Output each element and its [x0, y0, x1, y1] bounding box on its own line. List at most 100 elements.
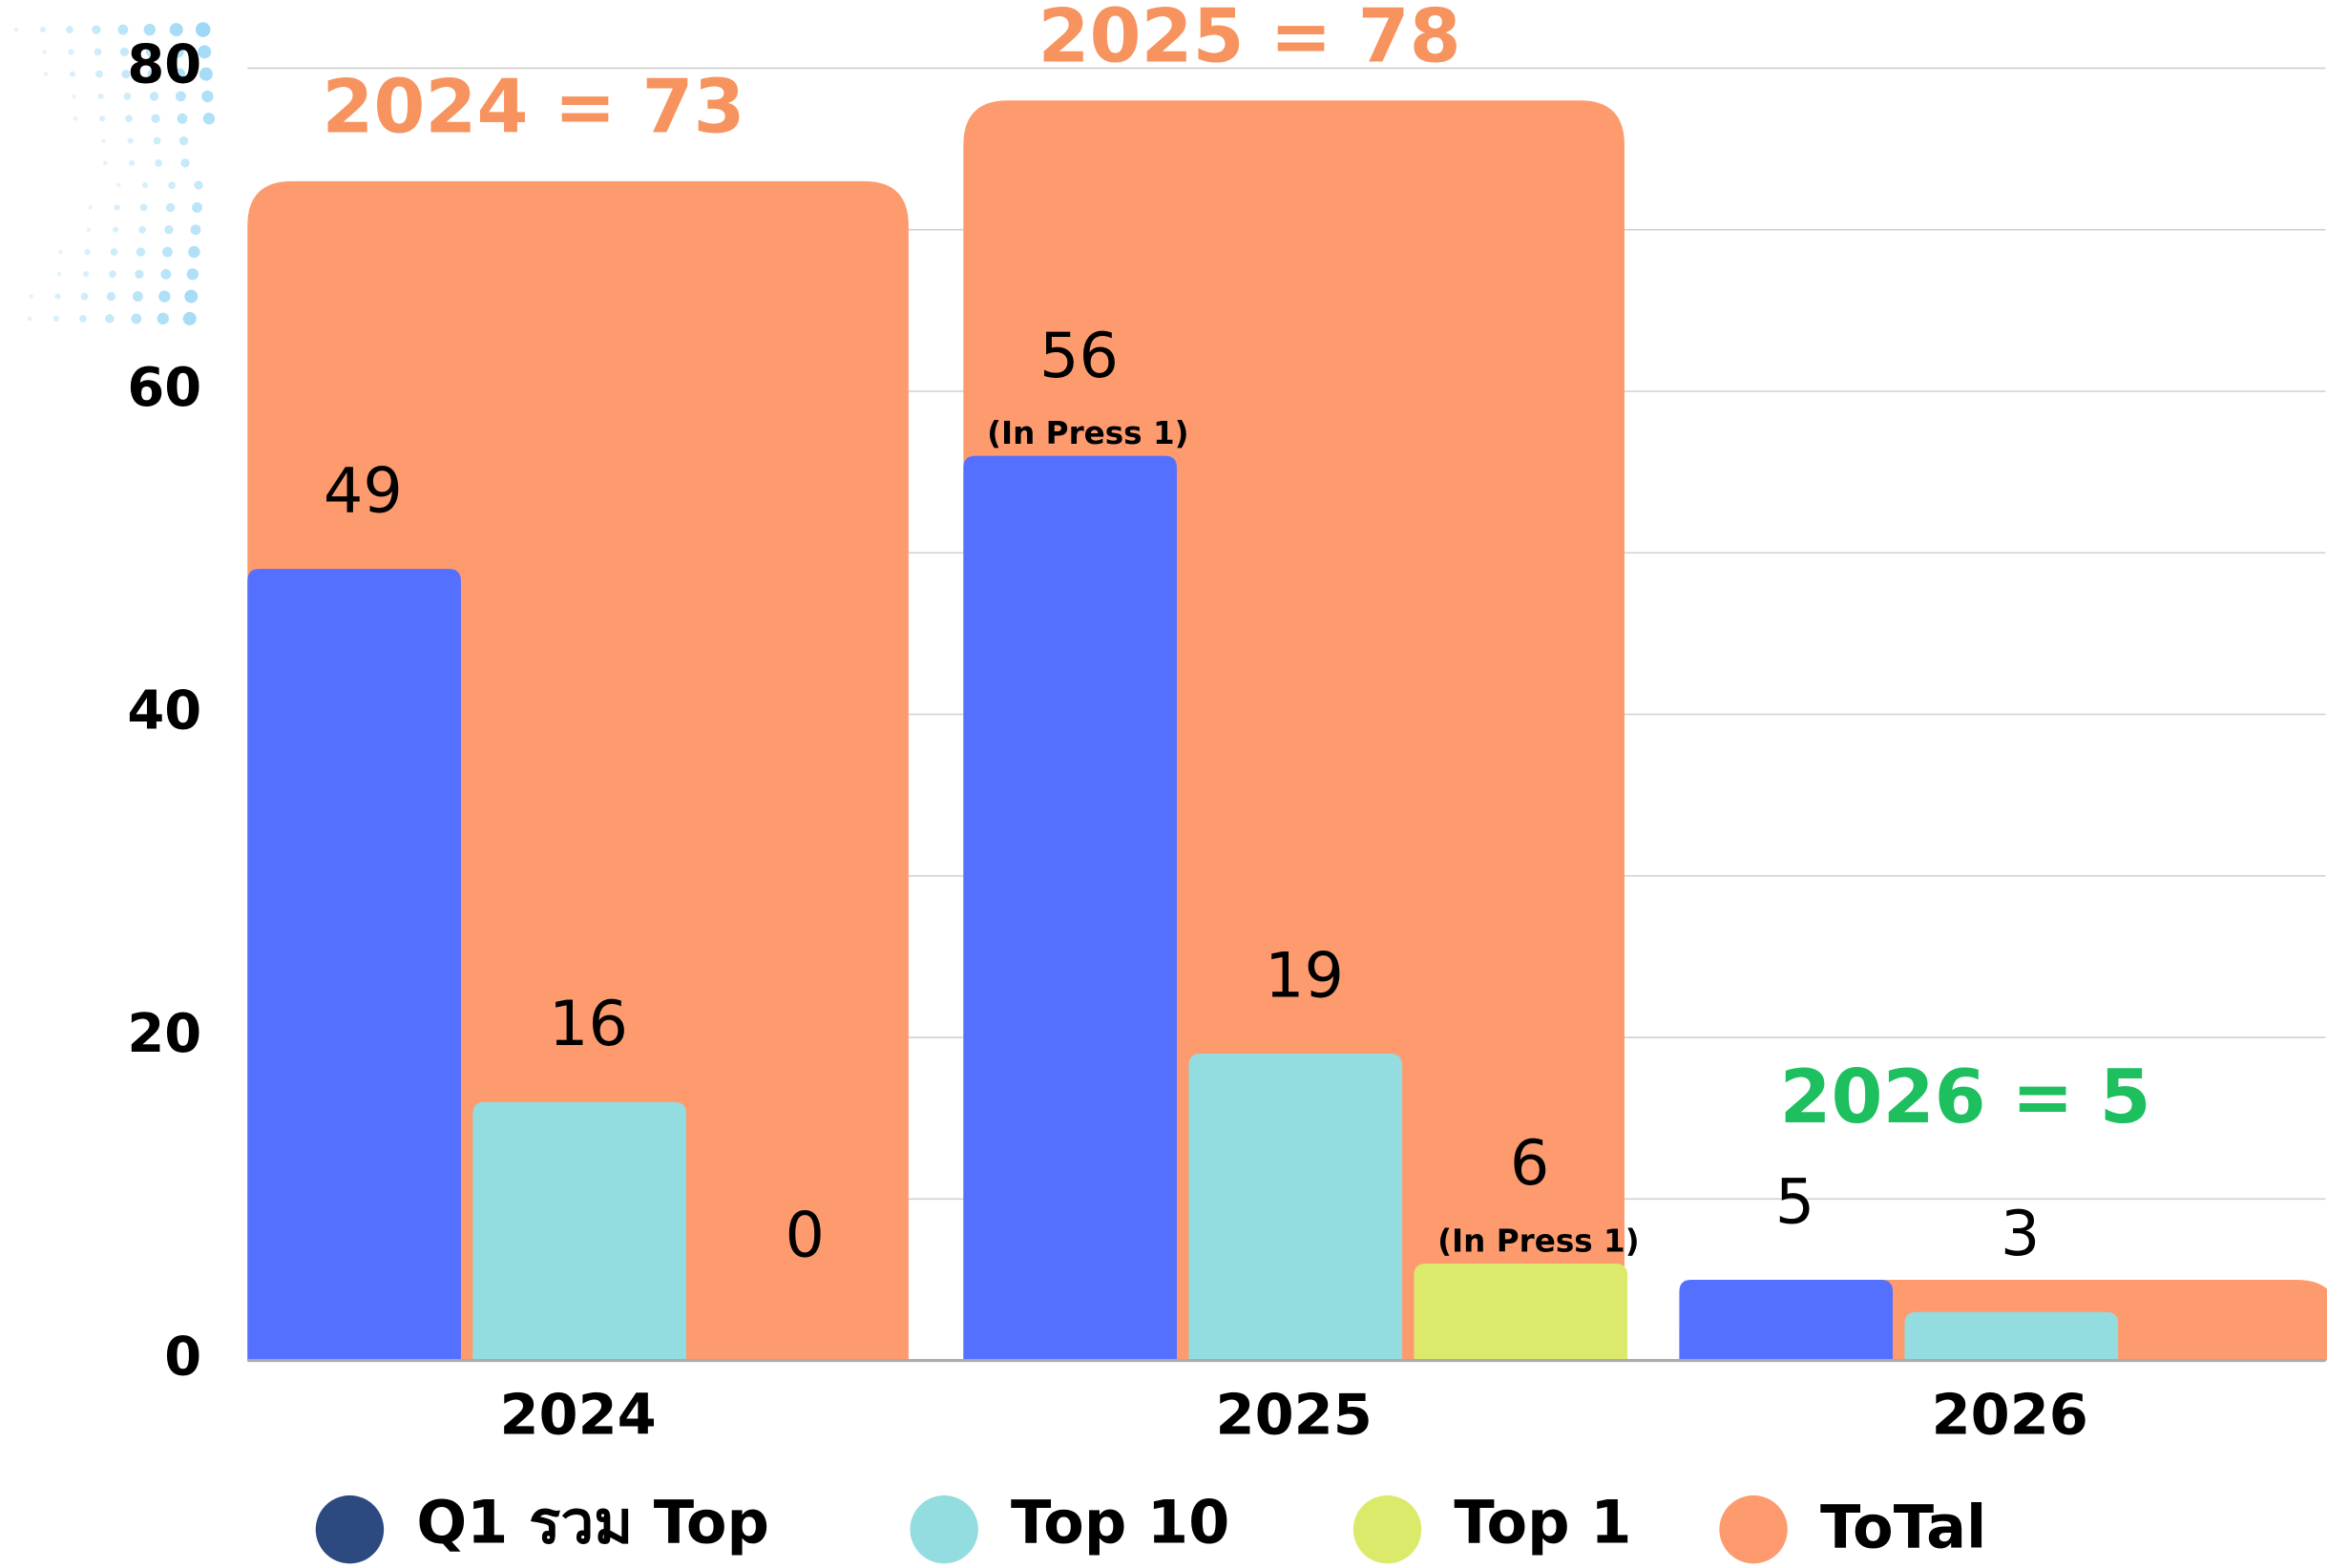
deco-dot [111, 248, 118, 256]
deco-dot [162, 247, 173, 258]
deco-dot [201, 91, 213, 102]
value-label: 0 [785, 1199, 825, 1271]
deco-dot [88, 205, 93, 210]
deco-dot [14, 28, 19, 32]
deco-dot [57, 272, 62, 277]
deco-dot [79, 315, 87, 323]
deco-dot [203, 113, 215, 124]
x-tick-label: 2024 [499, 1381, 656, 1447]
deco-dot [70, 72, 75, 77]
deco-dot [194, 180, 202, 189]
deco-dot [135, 270, 143, 279]
deco-dot [191, 224, 201, 235]
deco-dot [99, 115, 105, 121]
deco-dot [68, 49, 73, 54]
total-label: 2025 = 78 [1038, 0, 1460, 80]
deco-dot [92, 25, 100, 33]
deco-dot [133, 291, 143, 302]
legend-marker [1719, 1495, 1787, 1563]
deco-dot [97, 94, 103, 99]
y-tick-label: 60 [127, 357, 201, 419]
deco-dot [155, 159, 162, 167]
bar [1679, 1280, 1893, 1361]
value-label: 56 [1039, 320, 1119, 392]
deco-dot [154, 137, 161, 145]
deco-dot [131, 313, 141, 324]
deco-dot [72, 94, 76, 99]
deco-dot [40, 27, 46, 32]
chart: 0 20 40 60 80 2024 2024 = 73 49 16 0 2025 2025 = 78… [0, 0, 2327, 1568]
value-label: 49 [324, 455, 403, 528]
y-tick-label: 20 [127, 1003, 201, 1065]
bar [247, 569, 461, 1360]
deco-dot [140, 204, 148, 212]
legend-label: Top 10 [1011, 1488, 1229, 1558]
deco-dot [164, 225, 173, 234]
deco-dot [84, 249, 90, 255]
value-label: 16 [549, 988, 628, 1060]
value-label: 5 [1775, 1165, 1815, 1238]
deco-dot [142, 182, 148, 188]
deco-dot [178, 114, 188, 124]
page: {"chart_data": {"type": "bar", "categori… [0, 0, 2327, 1568]
deco-dot [44, 72, 49, 76]
deco-dot [107, 292, 115, 301]
deco-dot [113, 227, 118, 233]
legend-label: ToTal [1820, 1492, 1986, 1561]
legend-label: Q1 รวม Top [416, 1488, 769, 1558]
deco-dot [42, 50, 47, 54]
deco-dot [94, 48, 102, 55]
deco-dot [151, 115, 159, 123]
deco-dot [54, 293, 60, 299]
deco-dot [116, 183, 121, 188]
y-tick-label: 0 [164, 1327, 201, 1389]
x-tick-label: 2025 [1216, 1381, 1373, 1447]
deco-dot [160, 269, 171, 280]
deco-dot [28, 317, 32, 322]
annotation: (In Press 1) [987, 415, 1188, 451]
bar [1904, 1312, 2118, 1361]
deco-dot [95, 71, 103, 78]
deco-dot [192, 202, 202, 213]
deco-dot [157, 313, 169, 324]
deco-dot [179, 136, 188, 145]
deco-dot [103, 160, 108, 165]
total-label: 2026 = 5 [1780, 1055, 2151, 1140]
deco-dot [83, 271, 89, 277]
deco-dot [168, 181, 176, 189]
deco-dot [180, 158, 189, 167]
deco-dot [129, 160, 135, 166]
deco-dot [166, 203, 175, 212]
legend-marker [316, 1495, 384, 1563]
deco-dot [187, 268, 199, 280]
deco-dot [109, 270, 116, 278]
deco-dot [81, 293, 89, 301]
bar [1414, 1264, 1627, 1361]
deco-dot [87, 227, 92, 232]
legend-marker [1353, 1495, 1421, 1563]
deco-dot [128, 137, 134, 143]
deco-dot [138, 226, 146, 234]
total-label: 2024 = 73 [322, 64, 744, 150]
value-label: 3 [2001, 1198, 2040, 1270]
deco-dot [66, 26, 73, 33]
deco-dot [188, 246, 199, 258]
bar [1188, 1054, 1402, 1361]
deco-dot [183, 312, 197, 325]
deco-dot [58, 250, 63, 255]
deco-dot [184, 290, 198, 303]
value-label: 6 [1510, 1127, 1550, 1200]
deco-dot [158, 290, 170, 302]
deco-dot [136, 247, 145, 256]
legend-label: Top 1 [1454, 1488, 1631, 1558]
deco-dot [125, 115, 133, 122]
deco-dot [29, 294, 33, 299]
value-label: 19 [1265, 939, 1344, 1012]
deco-dot [73, 116, 78, 121]
y-tick-label: 40 [127, 680, 201, 742]
y-tick-label: 80 [127, 34, 201, 96]
deco-dot [105, 314, 114, 323]
annotation: (In Press 1) [1437, 1223, 1639, 1259]
x-tick-label: 2026 [1932, 1381, 2088, 1447]
bar [472, 1102, 686, 1361]
